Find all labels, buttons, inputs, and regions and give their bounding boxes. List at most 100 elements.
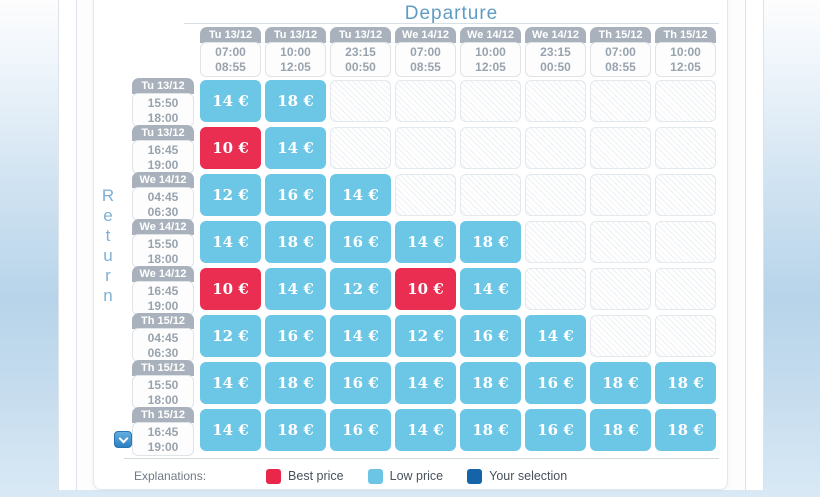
return-header: We 14/12 15:50 18:00 xyxy=(132,219,194,268)
low-price-cell[interactable]: 18 € xyxy=(460,362,521,404)
departure-header-start: 07:00 xyxy=(215,45,246,59)
low-price-cell[interactable]: 16 € xyxy=(330,362,391,404)
empty-cell xyxy=(655,221,716,263)
fare-grid-row: We 14/12 04:45 06:30 12 €16 €14 € xyxy=(132,172,720,221)
return-header-start: 16:45 xyxy=(147,284,179,298)
empty-cell xyxy=(460,80,521,122)
low-price-cell[interactable]: 16 € xyxy=(330,409,391,451)
low-price-cell[interactable]: 14 € xyxy=(200,221,261,263)
return-header-times: 15:50 18:00 xyxy=(132,93,194,127)
low-price-cell[interactable]: 18 € xyxy=(265,409,326,451)
return-header: We 14/12 04:45 06:30 xyxy=(132,172,194,221)
best-price-cell[interactable]: 10 € xyxy=(395,268,456,310)
low-price-cell[interactable]: 18 € xyxy=(655,362,716,404)
departure-header-end: 08:55 xyxy=(410,60,441,74)
best-price-cell[interactable]: 10 € xyxy=(200,268,261,310)
low-price-cell[interactable]: 18 € xyxy=(265,80,326,122)
low-price-cell[interactable]: 16 € xyxy=(525,362,586,404)
low-price-cell[interactable]: 14 € xyxy=(525,315,586,357)
return-header-start: 15:50 xyxy=(147,378,179,392)
low-price-cell[interactable]: 18 € xyxy=(655,409,716,451)
return-header-start: 04:45 xyxy=(147,190,179,204)
scroll-down-button[interactable] xyxy=(114,431,132,448)
empty-cell xyxy=(395,80,456,122)
low-price-cell[interactable]: 18 € xyxy=(265,362,326,404)
low-price-cell[interactable]: 14 € xyxy=(200,362,261,404)
low-price-cell[interactable]: 14 € xyxy=(395,221,456,263)
low-price-cell[interactable]: 16 € xyxy=(330,221,391,263)
empty-cell xyxy=(655,174,716,216)
return-header: Th 15/12 15:50 18:00 xyxy=(132,360,194,409)
empty-cell xyxy=(655,268,716,310)
departure-header-times: 07:00 08:55 xyxy=(200,42,261,77)
low-price-cell[interactable]: 12 € xyxy=(200,174,261,216)
departure-header-times: 10:00 12:05 xyxy=(265,42,326,77)
fare-grid-row: We 14/12 15:50 18:00 14 €18 €16 €14 €18 € xyxy=(132,219,720,268)
low-price-cell[interactable]: 14 € xyxy=(200,80,261,122)
legend-item-low: Low price xyxy=(367,468,443,484)
low-price-cell[interactable]: 18 € xyxy=(590,409,651,451)
low-price-cell[interactable]: 16 € xyxy=(265,315,326,357)
empty-cell xyxy=(590,127,651,169)
low-price-cell[interactable]: 16 € xyxy=(460,315,521,357)
low-price-cell[interactable]: 12 € xyxy=(200,315,261,357)
low-price-cell[interactable]: 16 € xyxy=(265,174,326,216)
low-price-cell[interactable]: 18 € xyxy=(460,409,521,451)
low-price-cell[interactable]: 14 € xyxy=(330,174,391,216)
return-header-date: Tu 13/12 xyxy=(132,78,194,94)
departure-header: Tu 13/12 07:00 08:55 xyxy=(200,27,261,77)
return-header-date: We 14/12 xyxy=(132,219,194,235)
return-letter: e xyxy=(103,206,113,225)
departure-header-start: 23:15 xyxy=(345,45,376,59)
low-price-cell[interactable]: 18 € xyxy=(265,221,326,263)
low-price-cell[interactable]: 14 € xyxy=(395,362,456,404)
departure-header-date: Th 15/12 xyxy=(655,27,716,43)
departure-header-times: 23:15 00:50 xyxy=(525,42,586,77)
fare-grid: Tu 13/12 15:50 18:00 14 €18 € Tu 13/12 16:45 1… xyxy=(132,78,720,456)
low-price-cell[interactable]: 18 € xyxy=(460,221,521,263)
low-price-cell[interactable]: 14 € xyxy=(460,268,521,310)
departure-header-start: 10:00 xyxy=(280,45,311,59)
departure-header-end: 12:05 xyxy=(475,60,506,74)
low-price-cell[interactable]: 16 € xyxy=(525,409,586,451)
low-price-cell[interactable]: 18 € xyxy=(590,362,651,404)
best-price-cell[interactable]: 10 € xyxy=(200,127,261,169)
empty-cell xyxy=(460,174,521,216)
empty-cell xyxy=(460,127,521,169)
low-price-cell[interactable]: 14 € xyxy=(330,315,391,357)
return-header-start: 04:45 xyxy=(147,331,179,345)
legend-item-best: Best price xyxy=(266,468,344,484)
return-header-end: 19:00 xyxy=(147,440,179,454)
return-header-date: Tu 13/12 xyxy=(132,125,194,141)
return-header-end: 19:00 xyxy=(147,299,179,313)
fare-grid-row: We 14/12 16:45 19:00 10 €14 €12 €10 €14 € xyxy=(132,266,720,315)
selection-swatch xyxy=(467,468,483,484)
empty-cell xyxy=(655,127,716,169)
return-header-start: 16:45 xyxy=(147,425,179,439)
legend-item-label: Best price xyxy=(288,469,344,483)
return-header-times: 15:50 18:00 xyxy=(132,375,194,409)
departure-header-times: 07:00 08:55 xyxy=(590,42,651,77)
departure-header-start: 23:15 xyxy=(540,45,571,59)
departure-underline xyxy=(184,23,719,24)
low-price-cell[interactable]: 14 € xyxy=(200,409,261,451)
low-price-cell[interactable]: 12 € xyxy=(395,315,456,357)
return-header: Tu 13/12 15:50 18:00 xyxy=(132,78,194,127)
return-header-end: 18:00 xyxy=(147,393,179,407)
departure-header-times: 23:15 00:50 xyxy=(330,42,391,77)
return-header-date: We 14/12 xyxy=(132,172,194,188)
legend-title: Explanations: xyxy=(134,469,207,483)
empty-cell xyxy=(590,221,651,263)
return-header-end: 18:00 xyxy=(147,252,179,266)
low-price-cell[interactable]: 14 € xyxy=(395,409,456,451)
return-header-date: Th 15/12 xyxy=(132,313,194,329)
return-letter: R xyxy=(101,186,115,205)
return-letter: n xyxy=(103,286,113,305)
return-header: Th 15/12 04:45 06:30 xyxy=(132,313,194,362)
empty-cell xyxy=(395,174,456,216)
low-price-cell[interactable]: 14 € xyxy=(265,268,326,310)
low-price-cell[interactable]: 12 € xyxy=(330,268,391,310)
low-price-cell[interactable]: 14 € xyxy=(265,127,326,169)
